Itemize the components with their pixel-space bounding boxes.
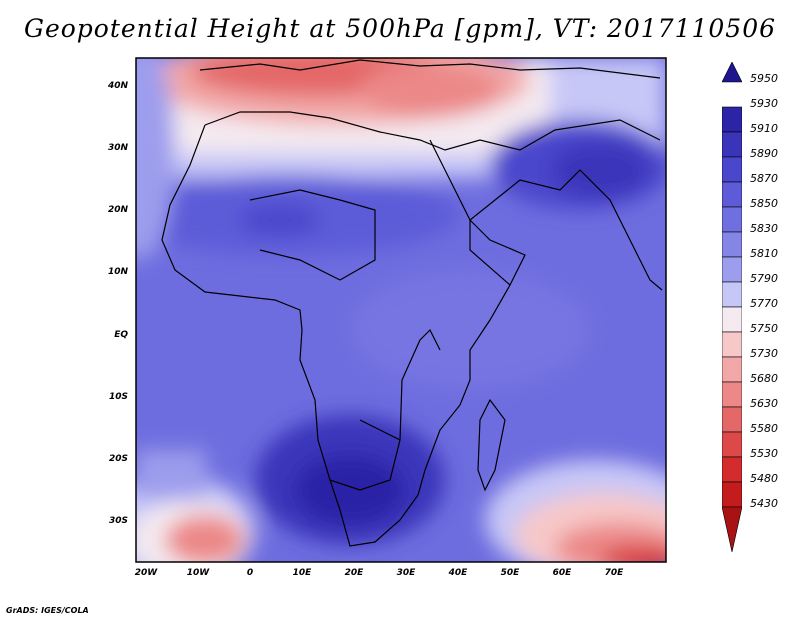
lon-label-70e: 70E	[604, 568, 624, 578]
plot-frame	[135, 57, 667, 563]
colorbar-label: 5580	[750, 422, 778, 435]
colorbar-swatch	[722, 331, 742, 358]
lon-label-60e: 60E	[552, 568, 572, 578]
lon-label-10w: 10W	[186, 568, 210, 578]
colorbar-label: 5430	[750, 497, 778, 510]
colorbar-label: 5480	[750, 472, 778, 485]
lat-label-20n: 20N	[107, 205, 128, 215]
colorbar-swatch	[722, 281, 742, 308]
colorbar-swatch	[722, 256, 742, 283]
colorbar-swatch	[722, 381, 742, 408]
colorbar-label: 5770	[750, 297, 778, 310]
lat-label-10n: 10N	[107, 267, 128, 277]
colorbar-swatch	[722, 506, 742, 552]
lat-label-10s: 10S	[108, 392, 128, 402]
colorbar-label: 5750	[750, 322, 778, 335]
colorbar-label: 5810	[750, 247, 778, 260]
colorbar-label: 5850	[750, 197, 778, 210]
colorbar-label: 5930	[750, 97, 778, 110]
lon-label-0: 0	[246, 568, 254, 578]
colorbar-swatch	[722, 106, 742, 133]
grads-credit: GrADS: IGES/COLA	[6, 606, 89, 615]
colorbar-swatch	[722, 356, 742, 383]
lon-label-40e: 40E	[448, 568, 468, 578]
colorbar-swatch	[722, 306, 742, 333]
lat-label-40n: 40N	[107, 81, 128, 91]
lat-label-30s: 30S	[108, 516, 128, 526]
coastlines	[161, 59, 663, 547]
colorbar-swatch	[722, 62, 742, 83]
colorbar-swatch	[722, 431, 742, 458]
colorbar-label: 5830	[750, 222, 778, 235]
colorbar-swatch	[722, 481, 742, 508]
colorbar-label: 5680	[750, 372, 778, 385]
colorbar-swatch	[722, 181, 742, 208]
lon-label-20e: 20E	[344, 568, 364, 578]
height-field	[136, 58, 666, 562]
colorbar-swatch	[722, 231, 742, 258]
colorbar-label: 5870	[750, 172, 778, 185]
lat-label-20s: 20S	[108, 454, 128, 464]
colorbar-swatch	[722, 156, 742, 183]
colorbar-swatch	[722, 456, 742, 483]
lon-label-20w: 20W	[134, 568, 158, 578]
lon-label-10e: 10E	[292, 568, 312, 578]
colorbar-label: 5890	[750, 147, 778, 160]
colorbar	[722, 62, 742, 552]
colorbar-swatch	[722, 406, 742, 433]
lon-label-50e: 50E	[500, 568, 520, 578]
colorbar-label: 5910	[750, 122, 778, 135]
colorbar-label: 5630	[750, 397, 778, 410]
colorbar-label: 5730	[750, 347, 778, 360]
lat-label-30n: 30N	[107, 143, 128, 153]
colorbar-label: 5530	[750, 447, 778, 460]
colorbar-swatch	[722, 131, 742, 158]
colorbar-label: 5790	[750, 272, 778, 285]
colorbar-swatch	[722, 206, 742, 233]
colorbar-label: 5950	[750, 72, 778, 85]
lon-label-30e: 30E	[396, 568, 416, 578]
map-title: Geopotential Height at 500hPa [gpm], VT:…	[23, 14, 777, 43]
lat-label-eq: EQ	[114, 330, 128, 340]
